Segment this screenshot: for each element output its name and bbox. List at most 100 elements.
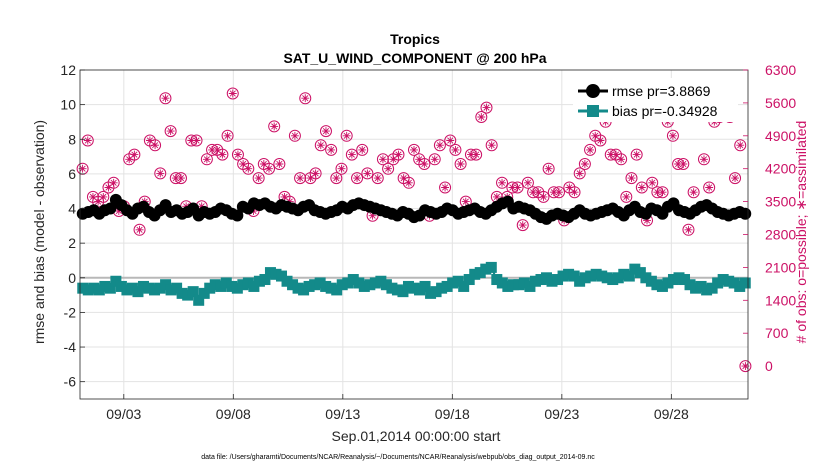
- right-tick-label: 2100: [765, 259, 796, 275]
- obs-assimilated-marker: [197, 202, 206, 211]
- bias-point: [529, 275, 541, 287]
- bias-point: [215, 280, 227, 292]
- left-tick-label: 0: [68, 270, 76, 286]
- bias-point: [430, 286, 442, 298]
- right-axis-label: # of obs: o=possible; ∗=assimilated: [793, 121, 809, 344]
- bias-point: [391, 284, 403, 296]
- bias-point: [325, 282, 337, 294]
- obs-possible-marker: [200, 153, 213, 166]
- bias-point: [491, 274, 503, 286]
- bias-point: [110, 275, 122, 287]
- obs-assimilated-marker: [368, 211, 377, 220]
- right-tick-label: 1400: [765, 292, 796, 308]
- left-tick-label: 8: [68, 131, 76, 147]
- obs-count-point: [273, 158, 286, 170]
- obs-assimilated-marker: [145, 136, 154, 145]
- bias-point: [480, 263, 492, 275]
- bias-point: [342, 277, 354, 289]
- obs-assimilated-marker: [378, 155, 387, 164]
- obs-assimilated-marker: [233, 150, 242, 159]
- obs-assimilated-marker: [441, 183, 450, 192]
- obs-assimilated-marker: [389, 155, 398, 164]
- obs-assimilated-marker: [316, 141, 325, 150]
- obs-possible-marker: [511, 181, 524, 194]
- obs-possible-marker: [433, 139, 446, 152]
- obs-assimilated-marker: [125, 155, 134, 164]
- obs-count-point: [433, 139, 446, 152]
- bias-point: [336, 279, 348, 291]
- chart-subtitle: SAT_U_WIND_COMPONENT @ 200 hPa: [283, 50, 546, 66]
- obs-assimilated-marker: [88, 192, 97, 201]
- legend-bias-marker: [587, 105, 599, 117]
- right-tick-label: 3500: [765, 194, 796, 210]
- x-tick-label: 09/03: [106, 406, 141, 422]
- bias-point: [601, 272, 613, 284]
- obs-possible-marker: [221, 129, 234, 142]
- obs-possible-marker: [309, 167, 322, 180]
- bias-point: [629, 263, 641, 275]
- bias-point: [485, 261, 497, 273]
- obs-assimilated-marker: [223, 131, 232, 140]
- obs-assimilated-marker: [384, 164, 393, 173]
- bias-point: [436, 282, 448, 294]
- obs-assimilated-marker: [731, 174, 740, 183]
- bias-point: [612, 272, 624, 284]
- obs-possible-marker: [697, 153, 710, 166]
- obs-count-point: [288, 129, 301, 142]
- bias-point: [469, 268, 481, 280]
- bias-point: [651, 279, 663, 291]
- obs-assimilated-marker: [161, 94, 170, 103]
- obs-count-point: [439, 181, 452, 194]
- bias-point: [77, 282, 89, 294]
- rmse-point: [104, 202, 117, 215]
- obs-count-point: [376, 153, 389, 166]
- bias-point: [419, 280, 431, 292]
- bias-point: [182, 289, 194, 301]
- bias-series: [77, 261, 751, 306]
- bias-point: [309, 279, 321, 291]
- bias-point: [441, 280, 453, 292]
- bias-point: [331, 284, 343, 296]
- bias-point: [358, 280, 370, 292]
- bias-point: [518, 277, 530, 289]
- bias-point: [568, 270, 580, 282]
- bias-point: [160, 279, 172, 291]
- left-tick-label: -4: [64, 339, 77, 355]
- obs-assimilated-marker: [461, 197, 470, 206]
- obs-count-point: [299, 92, 312, 105]
- bias-point: [209, 279, 221, 291]
- obs-assimilated-marker: [591, 131, 600, 140]
- obs-possible-marker: [97, 190, 110, 203]
- obs-possible-marker: [537, 190, 550, 203]
- legend: rmse pr=3.8869 bias pr=-0.34928: [573, 78, 738, 122]
- obs-count-point: [630, 148, 643, 161]
- obs-count-point: [107, 176, 120, 189]
- obs-assimilated-marker: [327, 145, 336, 154]
- obs-assimilated-marker: [658, 188, 667, 197]
- obs-possible-marker: [496, 176, 509, 189]
- left-axis-ticks: -6 -4 -2 0 2 4 6 8 10 12: [60, 62, 85, 390]
- bias-point: [259, 274, 271, 286]
- obs-possible-marker: [584, 143, 597, 156]
- bias-point: [596, 270, 608, 282]
- obs-assimilated-marker: [363, 169, 372, 178]
- obs-assimilated-marker: [684, 225, 693, 234]
- bias-point: [546, 275, 558, 287]
- bias-point: [99, 280, 111, 292]
- bias-point: [375, 275, 387, 287]
- obs-count-point: [128, 148, 141, 161]
- bias-point: [121, 284, 133, 296]
- obs-possible-marker: [615, 153, 628, 166]
- obs-assimilated-marker: [322, 127, 330, 136]
- obs-possible-marker: [485, 139, 498, 152]
- obs-count-point: [382, 162, 395, 175]
- obs-possible-marker: [635, 181, 648, 194]
- bias-point: [226, 280, 238, 292]
- obs-possible-marker: [687, 186, 700, 199]
- obs-assimilated-marker: [399, 174, 408, 183]
- obs-count-point: [76, 162, 89, 175]
- bias-point: [320, 280, 332, 292]
- obs-assimilated-marker: [611, 150, 620, 159]
- bias-point: [171, 282, 183, 294]
- right-tick-label: 6300: [765, 62, 796, 78]
